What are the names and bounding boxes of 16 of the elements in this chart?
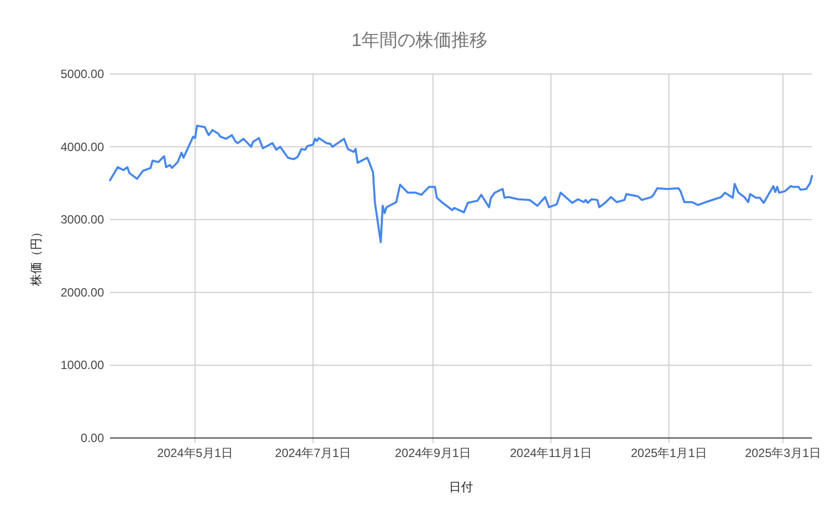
x-tick-label: 2025年3月1日 xyxy=(744,446,822,460)
y-tick-label: 1000.00 xyxy=(60,358,104,372)
x-axis-title: 日付 xyxy=(449,480,473,494)
y-tick-label: 2000.00 xyxy=(60,285,104,300)
x-tick-label: 2024年9月1日 xyxy=(394,446,471,460)
x-tick-label: 2024年7月1日 xyxy=(275,446,352,460)
x-tick-label: 2024年5月1日 xyxy=(157,446,234,460)
y-tick-label: 4000.00 xyxy=(60,140,104,154)
chart-title: 1年間の株価推移 xyxy=(351,30,488,50)
line-series xyxy=(109,124,813,244)
y-axis-title: 株価（円） xyxy=(29,226,43,287)
x-tick-label: 2024年11月1日 xyxy=(510,446,592,460)
y-tick-label: 3000.00 xyxy=(60,212,104,227)
y-tick-label: 0.00 xyxy=(80,431,104,445)
y-tick-label: 5000.00 xyxy=(60,67,104,81)
x-tick-label: 2025年1月1日 xyxy=(630,446,707,460)
